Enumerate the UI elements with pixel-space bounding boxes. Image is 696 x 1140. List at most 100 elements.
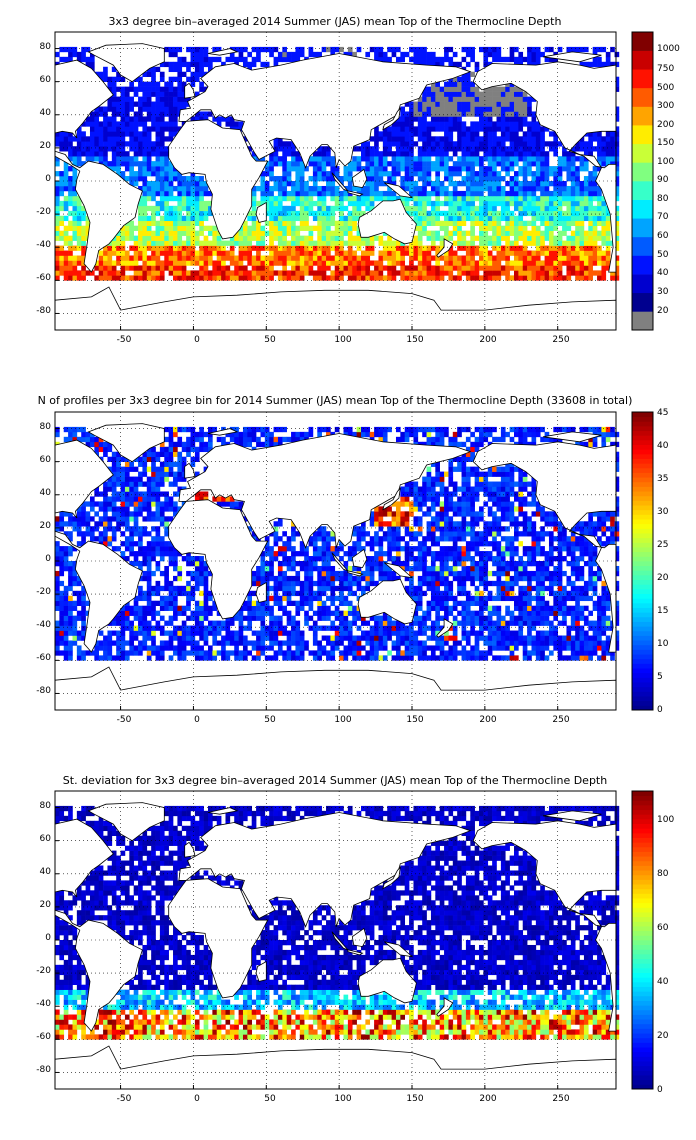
bin-cell xyxy=(212,240,218,246)
bin-cell xyxy=(614,151,620,157)
bin-cell xyxy=(540,161,545,167)
bin-cell xyxy=(159,61,165,68)
bin-cell xyxy=(575,195,580,202)
panel-1-xtick-label: 200 xyxy=(479,335,496,345)
bin-cell xyxy=(124,250,130,256)
bin-cell xyxy=(72,245,78,251)
bin-cell xyxy=(317,205,322,212)
bin-cell xyxy=(597,141,602,147)
bin-cell xyxy=(400,255,406,261)
bin-cell xyxy=(98,136,104,142)
bin-cell xyxy=(395,141,401,147)
bin-cell xyxy=(614,116,620,122)
bin-cell xyxy=(509,56,515,63)
bin-cell xyxy=(103,640,108,646)
bin-cell xyxy=(413,141,419,147)
bin-cell xyxy=(400,151,406,157)
bin-cell xyxy=(535,146,541,152)
bin-cell xyxy=(334,585,340,592)
bin-cell xyxy=(553,255,559,261)
bin-cell xyxy=(203,630,209,636)
bin-cell xyxy=(256,235,261,241)
bin-cell xyxy=(509,200,515,207)
bin-cell xyxy=(422,250,427,256)
bin-cell xyxy=(55,171,60,177)
bin-cell xyxy=(505,111,510,117)
bin-cell xyxy=(597,235,602,241)
bin-cell xyxy=(181,260,187,266)
bin-cell xyxy=(59,235,65,241)
bin-cell xyxy=(553,640,559,646)
bin-cell xyxy=(540,205,545,212)
bin-cell xyxy=(514,595,519,602)
bin-cell xyxy=(378,176,384,182)
bin-cell xyxy=(527,230,532,236)
bin-cell xyxy=(168,66,174,73)
bin-cell xyxy=(282,185,287,192)
bin-cell xyxy=(614,161,620,167)
bin-cell xyxy=(295,151,301,157)
bin-cell xyxy=(103,275,108,281)
bin-cell xyxy=(400,260,406,266)
bin-cell xyxy=(496,585,502,592)
bin-cell xyxy=(487,195,493,202)
bin-cell xyxy=(68,620,73,626)
bin-cell xyxy=(151,610,156,616)
bin-cell xyxy=(461,255,467,261)
bin-cell xyxy=(164,205,169,212)
bin-cell xyxy=(479,210,484,217)
bin-cell xyxy=(365,275,371,281)
bin-cell xyxy=(173,595,178,602)
bin-cell xyxy=(465,595,471,602)
bin-cell xyxy=(500,255,506,261)
bin-cell xyxy=(286,635,292,641)
bin-cell xyxy=(544,181,550,187)
bin-cell xyxy=(221,61,226,68)
bin-cell xyxy=(601,141,607,147)
bin-cell xyxy=(448,86,454,92)
bin-cell xyxy=(570,595,576,602)
bin-cell xyxy=(164,96,169,102)
bin-cell xyxy=(317,215,322,222)
bin-cell xyxy=(164,195,169,202)
bin-cell xyxy=(68,151,73,157)
bin-cell xyxy=(514,620,519,626)
bin-cell xyxy=(470,225,475,231)
bin-cell xyxy=(365,151,371,157)
bin-cell xyxy=(452,275,458,281)
bin-cell xyxy=(347,630,353,636)
bin-cell xyxy=(548,225,554,231)
bin-cell xyxy=(173,260,178,266)
bin-cell xyxy=(103,265,108,271)
bin-cell xyxy=(138,121,143,127)
bin-cell xyxy=(369,205,375,212)
bin-cell xyxy=(203,600,209,606)
bin-cell xyxy=(55,255,60,261)
bin-cell xyxy=(159,141,165,147)
bin-cell xyxy=(474,595,480,602)
bin-cell xyxy=(94,116,100,122)
bin-cell xyxy=(168,126,174,132)
panel-1-xtick-label: -50 xyxy=(117,335,132,345)
bin-cell xyxy=(487,205,493,212)
bin-cell xyxy=(531,151,537,157)
bin-cell xyxy=(194,630,200,636)
bin-cell xyxy=(286,166,292,172)
bin-cell xyxy=(470,136,475,142)
bin-cell xyxy=(304,166,309,172)
bin-cell xyxy=(409,590,414,597)
bin-cell xyxy=(553,595,559,602)
bin-cell xyxy=(343,255,349,261)
bin-cell xyxy=(369,181,375,187)
bin-cell xyxy=(151,171,156,177)
bin-cell xyxy=(413,205,419,212)
bin-cell xyxy=(291,56,296,63)
bin-cell xyxy=(199,51,204,58)
bin-cell xyxy=(356,210,362,217)
bin-cell xyxy=(111,116,117,122)
bin-cell xyxy=(59,171,65,177)
bin-cell xyxy=(430,161,436,167)
bin-cell xyxy=(177,200,183,207)
bin-cell xyxy=(55,635,60,641)
bin-cell xyxy=(448,230,454,236)
